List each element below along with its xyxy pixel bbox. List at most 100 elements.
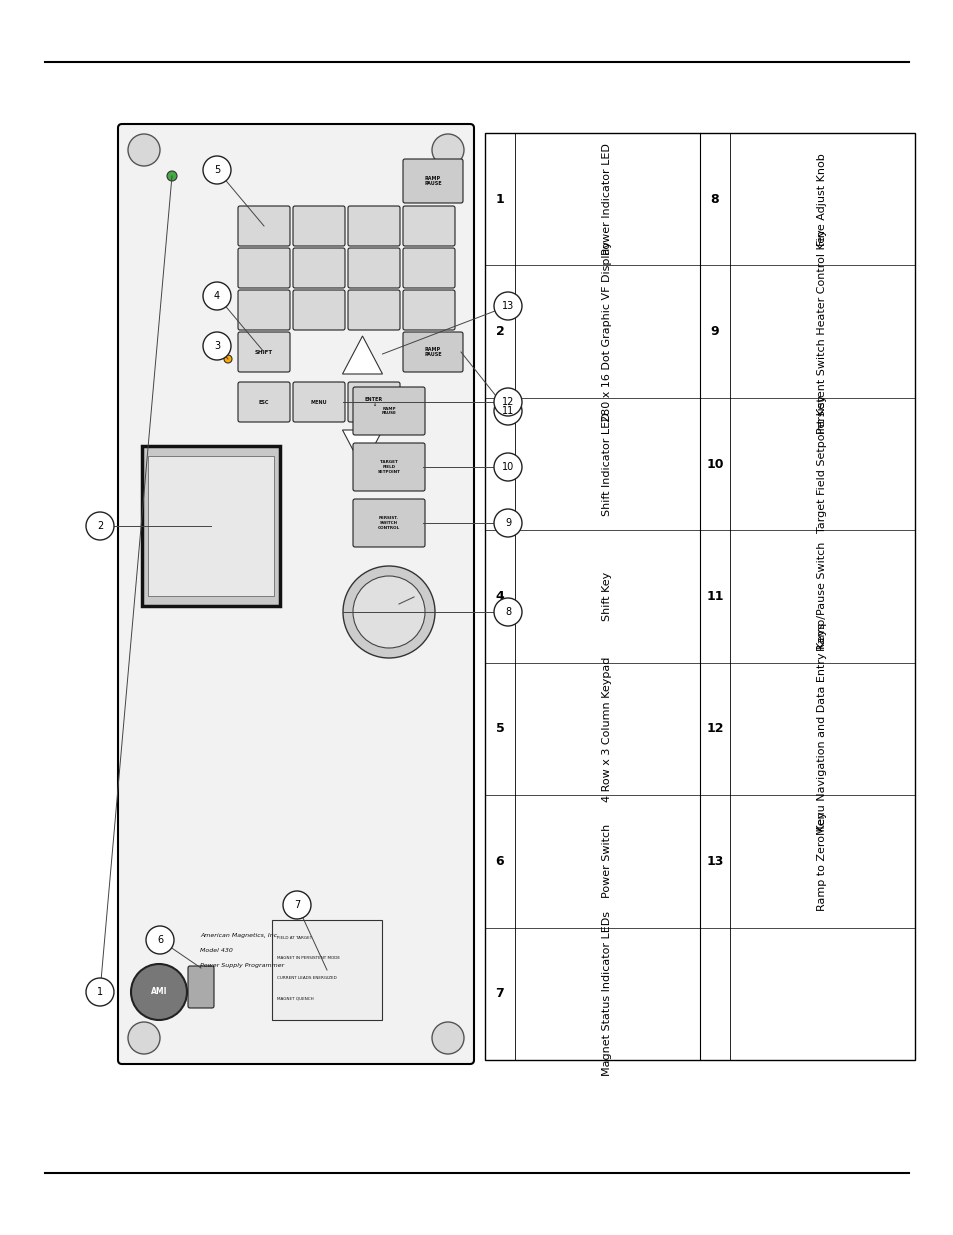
FancyBboxPatch shape xyxy=(402,248,455,288)
Bar xyxy=(142,446,280,606)
Circle shape xyxy=(203,156,231,184)
Circle shape xyxy=(86,978,113,1007)
FancyBboxPatch shape xyxy=(293,382,345,422)
Text: 10: 10 xyxy=(705,458,723,471)
Text: 3: 3 xyxy=(213,341,220,351)
Text: 1: 1 xyxy=(496,193,504,206)
Circle shape xyxy=(494,291,521,320)
Text: 4 Row x 3 Column Keypad: 4 Row x 3 Column Keypad xyxy=(602,656,612,802)
Text: American Magnetics, Inc.: American Magnetics, Inc. xyxy=(200,932,279,937)
Circle shape xyxy=(283,890,311,919)
FancyBboxPatch shape xyxy=(353,387,424,435)
Text: 7: 7 xyxy=(496,987,504,1000)
Circle shape xyxy=(167,170,177,182)
FancyBboxPatch shape xyxy=(237,332,290,372)
FancyBboxPatch shape xyxy=(237,248,290,288)
Text: RAMP
PAUSE: RAMP PAUSE xyxy=(424,175,441,186)
Text: 7: 7 xyxy=(294,900,300,910)
Text: PERSIST.
SWITCH
CONTROL: PERSIST. SWITCH CONTROL xyxy=(377,516,399,530)
Circle shape xyxy=(494,598,521,626)
Circle shape xyxy=(353,576,424,648)
Circle shape xyxy=(432,1023,463,1053)
FancyBboxPatch shape xyxy=(402,159,462,203)
FancyBboxPatch shape xyxy=(293,290,345,330)
Text: RAMP
PAUSE: RAMP PAUSE xyxy=(424,347,441,357)
Text: Magnet Status Indicator LEDs: Magnet Status Indicator LEDs xyxy=(602,911,612,1076)
Text: 11: 11 xyxy=(501,406,514,416)
Text: 13: 13 xyxy=(705,855,723,868)
Circle shape xyxy=(343,566,435,658)
FancyBboxPatch shape xyxy=(118,124,474,1065)
FancyBboxPatch shape xyxy=(353,443,424,492)
Text: Target Field Setpoint Key: Target Field Setpoint Key xyxy=(817,395,826,534)
Circle shape xyxy=(203,282,231,310)
Text: 9: 9 xyxy=(504,517,511,529)
FancyBboxPatch shape xyxy=(237,206,290,246)
Bar xyxy=(272,920,381,1020)
Text: 5: 5 xyxy=(496,722,504,735)
Circle shape xyxy=(494,509,521,537)
Text: MAGNET QUENCH: MAGNET QUENCH xyxy=(276,995,314,1000)
FancyBboxPatch shape xyxy=(237,290,290,330)
Text: 4: 4 xyxy=(496,590,504,603)
Text: 10: 10 xyxy=(501,462,514,472)
FancyBboxPatch shape xyxy=(348,290,399,330)
Bar xyxy=(484,133,914,1060)
Text: Fine Adjust Knob: Fine Adjust Knob xyxy=(817,153,826,246)
Text: 4: 4 xyxy=(213,291,220,301)
Text: 2: 2 xyxy=(97,521,103,531)
Text: MAGNET IN PERSISTENT MODE: MAGNET IN PERSISTENT MODE xyxy=(276,956,339,960)
Text: 280 x 16 Dot Graphic VF Display: 280 x 16 Dot Graphic VF Display xyxy=(602,241,612,422)
Text: TARGET
FIELD
SETPOINT: TARGET FIELD SETPOINT xyxy=(377,461,400,473)
Text: 11: 11 xyxy=(705,590,723,603)
Text: AMI: AMI xyxy=(151,988,167,997)
Text: Power Supply Programmer: Power Supply Programmer xyxy=(200,962,284,967)
Text: 13: 13 xyxy=(501,301,514,311)
FancyBboxPatch shape xyxy=(293,248,345,288)
Text: Power Indicator LED: Power Indicator LED xyxy=(602,143,612,256)
Text: Persistent Switch Heater Control Key: Persistent Switch Heater Control Key xyxy=(817,230,826,433)
Text: FIELD AT TARGET: FIELD AT TARGET xyxy=(276,936,312,940)
Text: CURRENT LEADS ENERGIZED: CURRENT LEADS ENERGIZED xyxy=(276,976,336,981)
FancyBboxPatch shape xyxy=(293,206,345,246)
Text: RAMP
PAUSE: RAMP PAUSE xyxy=(381,406,396,415)
FancyBboxPatch shape xyxy=(402,290,455,330)
FancyBboxPatch shape xyxy=(237,382,290,422)
Text: 5: 5 xyxy=(213,165,220,175)
Text: 6: 6 xyxy=(496,855,504,868)
Text: 8: 8 xyxy=(504,606,511,618)
Circle shape xyxy=(432,135,463,165)
Text: 12: 12 xyxy=(501,396,514,408)
Circle shape xyxy=(494,388,521,416)
FancyBboxPatch shape xyxy=(402,332,462,372)
Text: 1: 1 xyxy=(97,987,103,997)
FancyBboxPatch shape xyxy=(348,248,399,288)
Text: 8: 8 xyxy=(710,193,719,206)
Text: Power Switch: Power Switch xyxy=(602,824,612,899)
FancyBboxPatch shape xyxy=(348,206,399,246)
Circle shape xyxy=(146,926,173,953)
Text: 2: 2 xyxy=(496,325,504,338)
Bar xyxy=(148,456,274,597)
FancyBboxPatch shape xyxy=(402,206,455,246)
Circle shape xyxy=(224,354,232,363)
Polygon shape xyxy=(342,430,382,468)
Text: 12: 12 xyxy=(705,722,723,735)
Text: 9: 9 xyxy=(710,325,719,338)
FancyBboxPatch shape xyxy=(353,499,424,547)
FancyBboxPatch shape xyxy=(348,382,399,422)
Text: 6: 6 xyxy=(157,935,163,945)
Circle shape xyxy=(131,965,187,1020)
Circle shape xyxy=(86,513,113,540)
Text: Model 430: Model 430 xyxy=(200,947,233,952)
FancyBboxPatch shape xyxy=(188,966,213,1008)
Text: 3: 3 xyxy=(496,458,504,471)
Circle shape xyxy=(128,135,160,165)
Circle shape xyxy=(494,453,521,480)
Polygon shape xyxy=(342,336,382,374)
Text: Shift Indicator LED: Shift Indicator LED xyxy=(602,412,612,516)
Circle shape xyxy=(203,332,231,359)
Text: ESC: ESC xyxy=(258,399,269,405)
Text: ENTER
↓: ENTER ↓ xyxy=(365,396,383,408)
Text: MENU: MENU xyxy=(311,399,327,405)
